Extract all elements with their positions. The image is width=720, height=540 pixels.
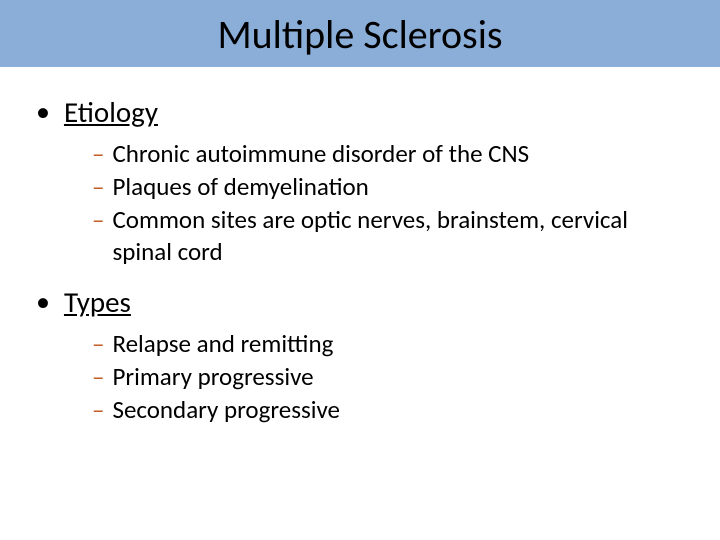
dash-icon: – xyxy=(92,361,104,392)
list-item: – Plaques of demyelination xyxy=(92,171,684,202)
section-heading: • Types xyxy=(36,285,684,320)
list-item-text: Relapse and remitting xyxy=(112,328,333,359)
list-item: – Primary progressive xyxy=(92,361,684,392)
list-item-text: Primary progressive xyxy=(112,361,313,392)
list-item: – Secondary progressive xyxy=(92,394,684,425)
section-heading-text: Etiology xyxy=(64,95,158,130)
section-heading-text: Types xyxy=(64,285,131,320)
dash-icon: – xyxy=(92,204,104,235)
dash-icon: – xyxy=(92,394,104,425)
list-item-text: Plaques of demyelination xyxy=(112,171,368,202)
slide-title: Multiple Sclerosis xyxy=(0,10,720,59)
dash-icon: – xyxy=(92,171,104,202)
list-item: – Chronic autoimmune disorder of the CNS xyxy=(92,138,684,169)
list-item-text: Secondary progressive xyxy=(112,394,340,425)
list-item-text: Chronic autoimmune disorder of the CNS xyxy=(112,138,529,169)
bullet-icon: • xyxy=(36,95,50,129)
list-item: – Relapse and remitting xyxy=(92,328,684,359)
title-bar: Multiple Sclerosis xyxy=(0,0,720,67)
slide-content: • Etiology – Chronic autoimmune disorder… xyxy=(0,67,720,425)
list-item-text: Common sites are optic nerves, brainstem… xyxy=(112,204,672,267)
section-items: – Relapse and remitting – Primary progre… xyxy=(92,328,684,426)
list-item: – Common sites are optic nerves, brainst… xyxy=(92,204,684,267)
section-heading: • Etiology xyxy=(36,95,684,130)
dash-icon: – xyxy=(92,138,104,169)
dash-icon: – xyxy=(92,328,104,359)
bullet-icon: • xyxy=(36,285,50,319)
section-items: – Chronic autoimmune disorder of the CNS… xyxy=(92,138,684,267)
